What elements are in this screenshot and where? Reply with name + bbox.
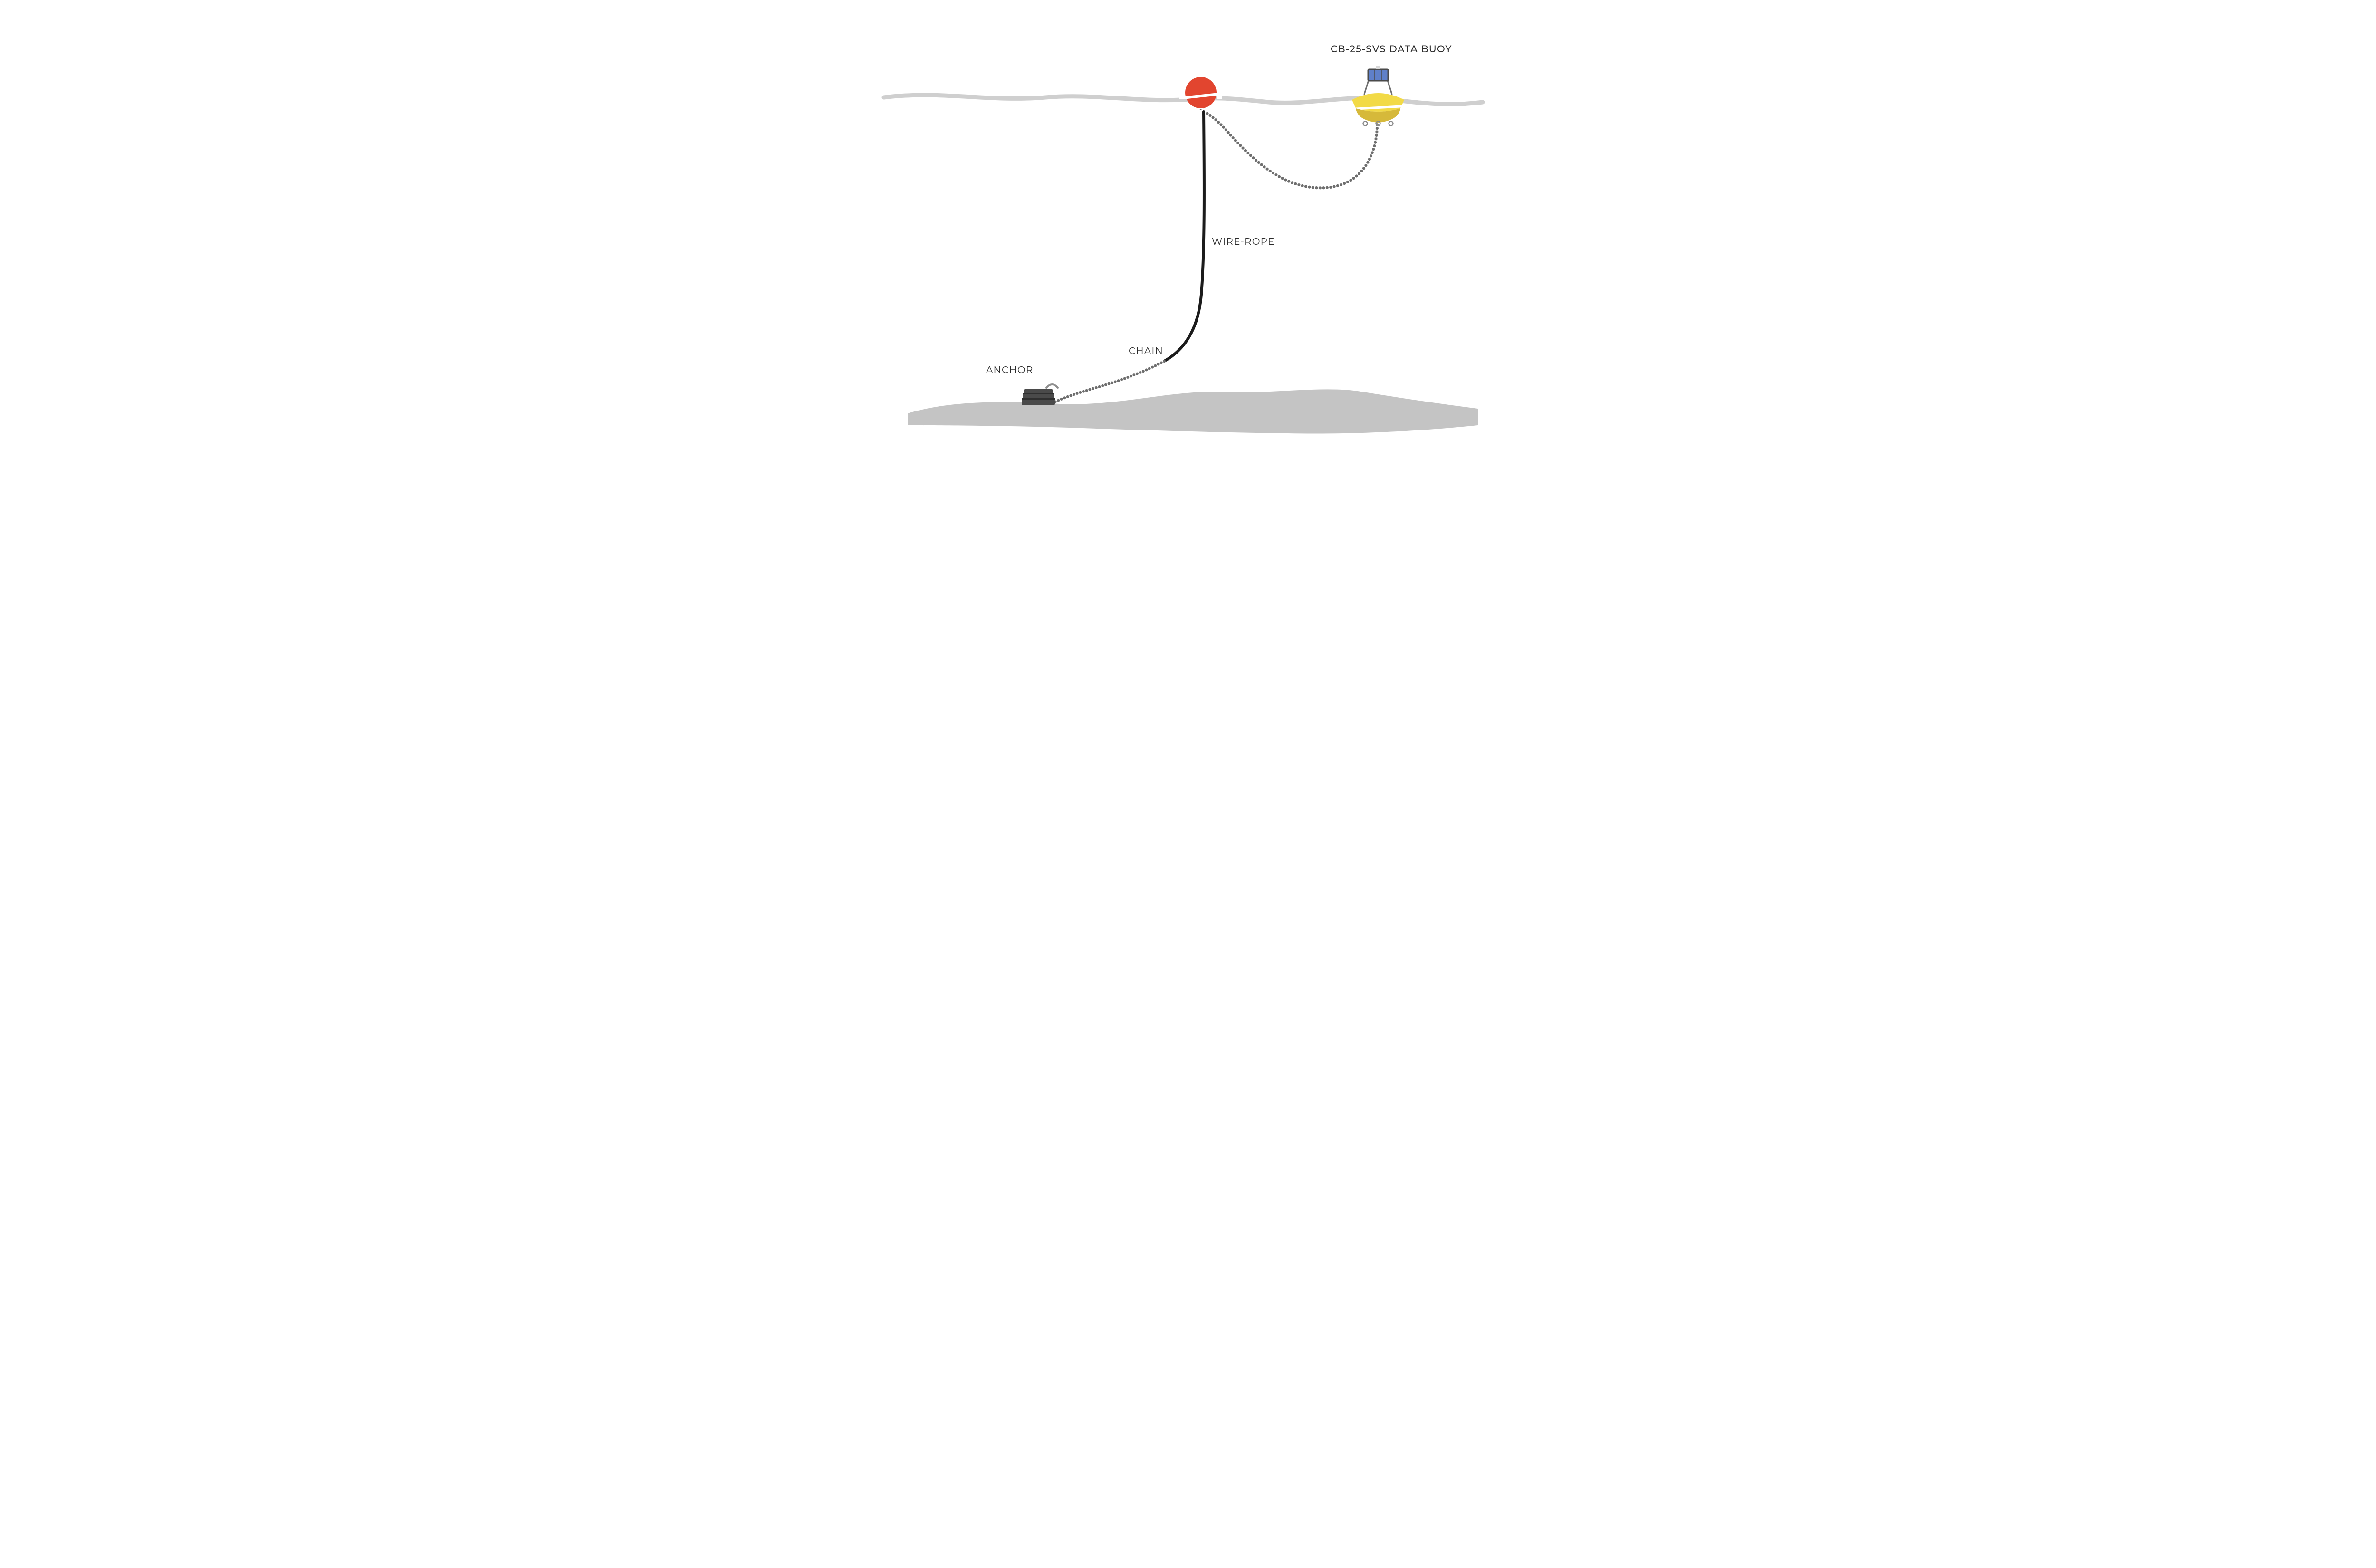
anchor-weight: [1022, 384, 1058, 405]
chain-buoy-to-databuoy: [1206, 112, 1379, 190]
diagram-stage: CB-25-SVS DATA BUOY WIRE-ROPE CHAIN ANCHOR: [832, 0, 1544, 461]
mooring-diagram: CB-25-SVS DATA BUOY WIRE-ROPE CHAIN ANCHOR: [832, 0, 1544, 461]
wire-rope-line: [1164, 112, 1204, 361]
chain-to-anchor: [1054, 360, 1166, 403]
chain-label: CHAIN: [1129, 345, 1163, 357]
buoy-label: CB-25-SVS DATA BUOY: [1331, 44, 1452, 55]
wire_rope-label: WIRE-ROPE: [1212, 236, 1275, 248]
data-buoy: [1349, 66, 1407, 126]
waterline-gap: [1217, 94, 1222, 99]
seabed: [908, 389, 1478, 433]
anchor-label: ANCHOR: [986, 364, 1033, 376]
waterline-gap: [1179, 94, 1185, 99]
marker-buoy: [1183, 77, 1218, 110]
